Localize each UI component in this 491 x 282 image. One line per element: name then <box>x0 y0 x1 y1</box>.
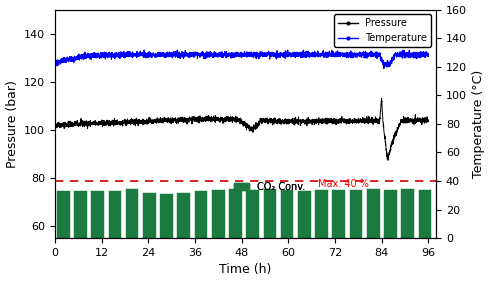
Bar <box>56 190 70 238</box>
Bar <box>400 188 414 238</box>
Bar <box>193 190 207 238</box>
Bar <box>159 193 173 238</box>
Bar <box>263 188 276 238</box>
Text: Max. 40 %: Max. 40 % <box>318 179 369 190</box>
Bar <box>90 190 104 238</box>
Bar <box>314 189 328 238</box>
Y-axis label: Temperature (°C): Temperature (°C) <box>472 70 486 178</box>
Bar <box>383 189 397 238</box>
Bar <box>108 190 121 238</box>
Bar <box>228 188 242 238</box>
Bar <box>331 189 345 238</box>
Bar <box>211 189 224 238</box>
Y-axis label: Pressure (bar): Pressure (bar) <box>5 80 19 168</box>
Bar <box>366 188 380 238</box>
Bar <box>125 188 138 238</box>
Bar <box>246 189 259 238</box>
X-axis label: Time (h): Time (h) <box>219 263 272 276</box>
Bar <box>417 189 431 238</box>
Bar <box>73 190 87 238</box>
Bar <box>297 190 311 238</box>
Legend: CO₂ Conv.: CO₂ Conv. <box>231 179 308 195</box>
Bar <box>349 189 362 238</box>
Bar <box>280 189 294 238</box>
Bar <box>142 191 156 238</box>
Bar <box>176 192 190 238</box>
